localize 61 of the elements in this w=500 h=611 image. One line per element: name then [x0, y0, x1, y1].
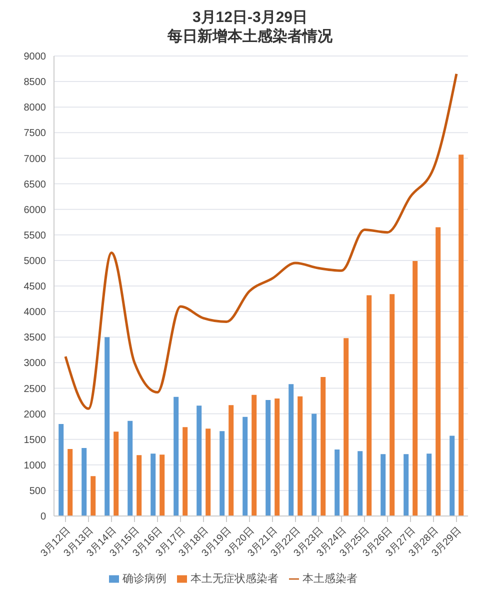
y-tick-label: 5000: [24, 256, 46, 267]
bar: [160, 454, 165, 516]
bar: [252, 394, 257, 516]
chart-subtitle: 每日新增本土感染者情况: [166, 27, 334, 46]
y-tick-label: 0: [40, 512, 46, 523]
bar: [242, 416, 248, 516]
bar: [288, 384, 294, 516]
y-tick-label: 4500: [24, 282, 46, 293]
y-tick-label: 4000: [24, 307, 46, 318]
bar: [150, 454, 156, 516]
y-tick-label: 9000: [24, 52, 46, 63]
bar: [412, 260, 418, 516]
bar: [136, 455, 142, 516]
bar: [128, 420, 133, 516]
bar: [90, 476, 96, 516]
bar: [228, 405, 234, 516]
y-tick-label: 8000: [24, 102, 46, 114]
legend-label: 本土感染者: [302, 572, 358, 585]
bar: [206, 428, 211, 516]
y-tick-label: 8500: [24, 77, 46, 88]
bar: [182, 427, 188, 516]
bar: [104, 337, 110, 516]
y-tick-label: 1500: [24, 434, 46, 446]
legend-label: 确诊病例: [122, 572, 166, 585]
bar: [266, 400, 271, 516]
bar: [436, 227, 441, 516]
y-tick-label: 3500: [24, 332, 46, 344]
bar: [312, 414, 317, 516]
bar: [366, 295, 372, 516]
bar: [82, 448, 87, 516]
bar: [196, 406, 202, 516]
bar: [68, 449, 73, 516]
bar: [274, 398, 280, 516]
bar: [358, 451, 363, 516]
y-tick-label: 1000: [24, 460, 46, 472]
y-tick-label: 2500: [24, 384, 46, 395]
bar: [426, 454, 432, 516]
bar: [58, 424, 64, 516]
bar: [334, 450, 340, 516]
bar: [174, 396, 179, 516]
line-series: [64, 72, 458, 410]
y-tick-label: 7500: [24, 128, 46, 140]
y-tick-label: 2000: [24, 409, 46, 420]
bar: [404, 454, 409, 516]
bar: [380, 454, 386, 516]
legend-label: 本土无症状感染者: [190, 572, 278, 585]
bar: [344, 338, 349, 516]
bar: [320, 376, 326, 516]
y-tick-label: 5500: [24, 230, 46, 242]
bar: [220, 431, 225, 516]
y-tick-label: 6000: [24, 204, 46, 216]
bar: [390, 294, 395, 516]
bar: [458, 154, 464, 516]
y-tick-label: 6500: [24, 179, 46, 190]
bar: [450, 436, 455, 516]
y-tick-label: 3000: [24, 358, 46, 370]
y-tick-label: 7000: [24, 154, 46, 165]
chart-title: 3月12日-3月29日: [191, 8, 309, 27]
bar: [298, 396, 303, 516]
y-tick-label: 500: [29, 486, 46, 497]
bar: [114, 432, 119, 516]
